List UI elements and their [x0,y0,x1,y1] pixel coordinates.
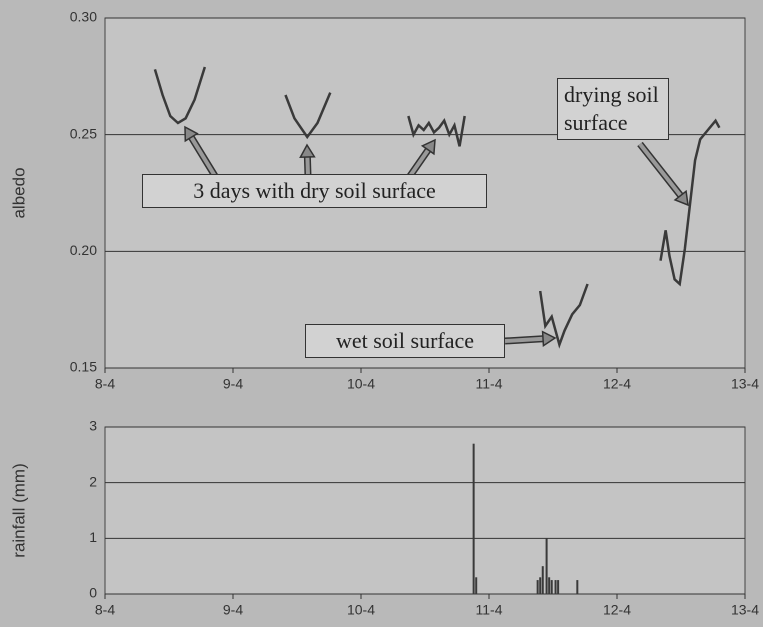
bar [472,443,475,594]
arrow-head [541,330,557,348]
y-tick-label: 2 [89,473,97,489]
x-tick-label: 9-4 [223,602,243,618]
annotation: 3 days with dry soil surface [142,174,487,208]
y-tick-label: 0.25 [70,125,97,141]
x-tick-label: 13-4 [731,376,759,392]
x-tick-label: 9-4 [223,376,243,392]
y-tick-label: 0.30 [70,9,97,25]
x-tick-label: 13-4 [731,602,759,618]
bar [475,577,478,594]
bar [550,580,553,594]
annotation: drying soil surface [557,78,669,140]
bar [548,577,551,594]
arrow-shaft-fill [305,156,310,177]
arrow-shaft-fill [504,336,544,343]
x-tick-label: 11-4 [476,602,503,618]
y-tick-label: 0.15 [70,359,97,375]
x-tick-label: 8-4 [95,376,115,392]
bar [539,577,542,594]
y-tick-label: 1 [89,529,97,545]
bar [545,538,548,594]
annotation: wet soil surface [305,324,505,358]
plot-area [104,426,746,595]
x-tick-label: 12-4 [603,602,631,618]
y-tick-label: 3 [89,418,97,434]
arrow-head [673,189,689,207]
bar [541,566,544,594]
arrow-shaft-fill [189,136,217,178]
arrow-head [299,143,316,159]
x-tick-label: 8-4 [95,602,115,618]
x-tick-label: 10-4 [347,376,375,392]
x-tick-label: 11-4 [476,376,503,392]
y-axis-label: albedo [9,167,28,218]
arrow-head [184,125,199,143]
arrow-shaft-fill [638,142,683,197]
arrow-head [420,138,436,156]
y-axis-label: rainfall (mm) [9,463,28,557]
bar [554,580,557,594]
y-tick-label: 0.20 [70,242,97,258]
y-tick-label: 0 [89,585,97,601]
x-tick-label: 12-4 [603,376,631,392]
bar [557,580,560,594]
line [153,66,721,349]
x-tick-label: 10-4 [347,602,375,618]
bar [536,580,539,594]
bar [576,580,579,594]
arrow-shaft-fill [408,148,430,178]
